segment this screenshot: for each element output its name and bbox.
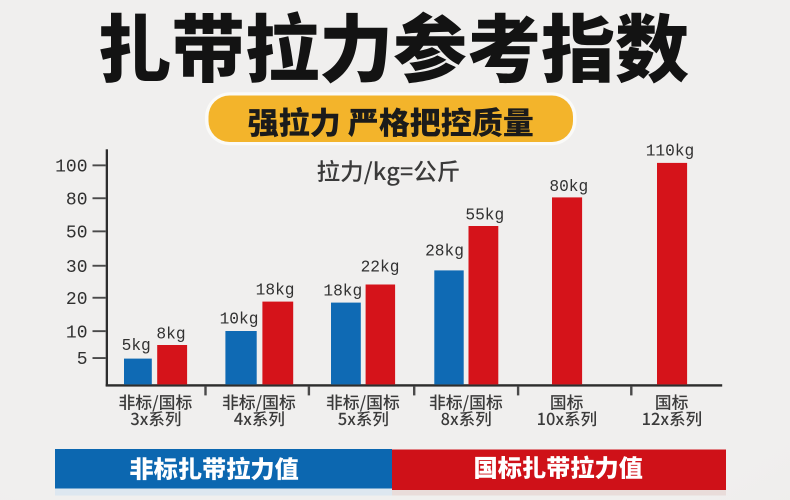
svg-text:5: 5 <box>77 350 88 370</box>
svg-text:55kg: 55kg <box>465 207 504 225</box>
svg-text:18kg: 18kg <box>323 283 362 301</box>
svg-text:8kg: 8kg <box>156 326 185 344</box>
svg-text:50: 50 <box>66 224 88 244</box>
svg-text:110kg: 110kg <box>646 143 695 161</box>
svg-text:5kg: 5kg <box>122 337 151 355</box>
svg-text:80: 80 <box>66 190 88 210</box>
svg-text:20: 20 <box>66 290 88 310</box>
svg-text:22kg: 22kg <box>361 259 400 277</box>
svg-text:30: 30 <box>66 258 88 278</box>
svg-text:10: 10 <box>66 323 88 343</box>
svg-text:18kg: 18kg <box>256 282 295 300</box>
svg-text:80kg: 80kg <box>549 178 588 196</box>
svg-text:10kg: 10kg <box>220 310 259 328</box>
svg-text:28kg: 28kg <box>425 243 464 261</box>
svg-text:100: 100 <box>55 158 87 178</box>
